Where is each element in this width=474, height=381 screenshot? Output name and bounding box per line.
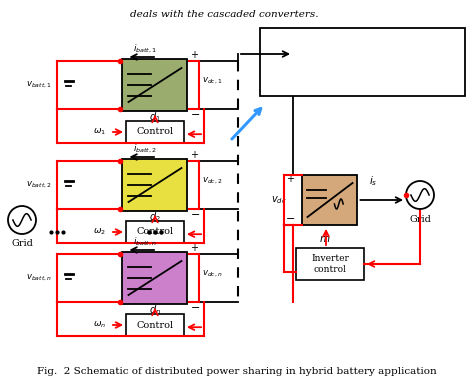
Text: +: + [191,243,199,253]
Text: $i_{batt,1}$: $i_{batt,1}$ [133,43,157,55]
Text: $\omega_1$: $\omega_1$ [93,127,106,137]
Text: −: − [191,303,200,313]
Text: Inverter
control: Inverter control [311,254,349,274]
Text: $v_{batt,1}$: $v_{batt,1}$ [26,80,52,90]
Text: −: − [286,214,295,224]
Text: $d_2$: $d_2$ [149,210,161,224]
Text: $\mathit{Where}\ \omega_i = \mathit{f}\ \mathit{(SOC,\ Capacity)}$: $\mathit{Where}\ \omega_i = \mathit{f}\ … [267,38,415,52]
Text: −: − [191,210,200,220]
Text: −: − [191,110,200,120]
Text: $v_{dc,1}$: $v_{dc,1}$ [202,76,223,86]
Bar [122,252,188,304]
Text: $i_{batt,n}$: $i_{batt,n}$ [133,236,157,248]
Bar [126,121,184,143]
Text: $v_{dc,n}$: $v_{dc,n}$ [202,269,223,279]
Text: $\omega_n$: $\omega_n$ [93,320,106,330]
Bar [122,59,188,111]
Text: $d_n$: $d_n$ [149,303,161,317]
Text: deals with the cascaded converters.: deals with the cascaded converters. [130,10,319,19]
Text: Control: Control [137,128,173,136]
Text: $i_s$: $i_s$ [369,174,378,188]
Text: $I_{dc}$: $I_{dc}$ [259,34,273,48]
Text: +: + [191,50,199,60]
Text: $d_1$: $d_1$ [149,110,161,124]
Bar [122,159,188,211]
Bar [302,175,357,225]
Bar [260,28,465,96]
Text: $\omega_2$: $\omega_2$ [93,227,106,237]
Text: Grid: Grid [409,215,431,224]
Text: $m$: $m$ [319,234,331,244]
Bar [126,221,184,243]
Bar [126,314,184,336]
Text: Grid: Grid [11,240,33,248]
Text: $v_{dc,2}$: $v_{dc,2}$ [202,176,223,186]
Text: $i_{batt,2}$: $i_{batt,2}$ [133,143,157,155]
Circle shape [8,206,36,234]
Text: Control: Control [137,227,173,237]
Text: $v_{batt,2}$: $v_{batt,2}$ [26,180,52,190]
Text: Control: Control [137,320,173,330]
Text: Fig.  2 Schematic of distributed power sharing in hybrid battery application: Fig. 2 Schematic of distributed power sh… [37,368,437,376]
Bar [296,248,364,280]
Text: $\mathit{And}\ \Sigma\omega_i = 1$: $\mathit{And}\ \Sigma\omega_i = 1$ [278,71,340,85]
Circle shape [406,181,434,209]
Text: $v_{batt,n}$: $v_{batt,n}$ [26,273,52,283]
Text: +: + [191,150,199,160]
Text: +: + [286,174,294,184]
Text: $v_{dc}$: $v_{dc}$ [271,194,286,206]
